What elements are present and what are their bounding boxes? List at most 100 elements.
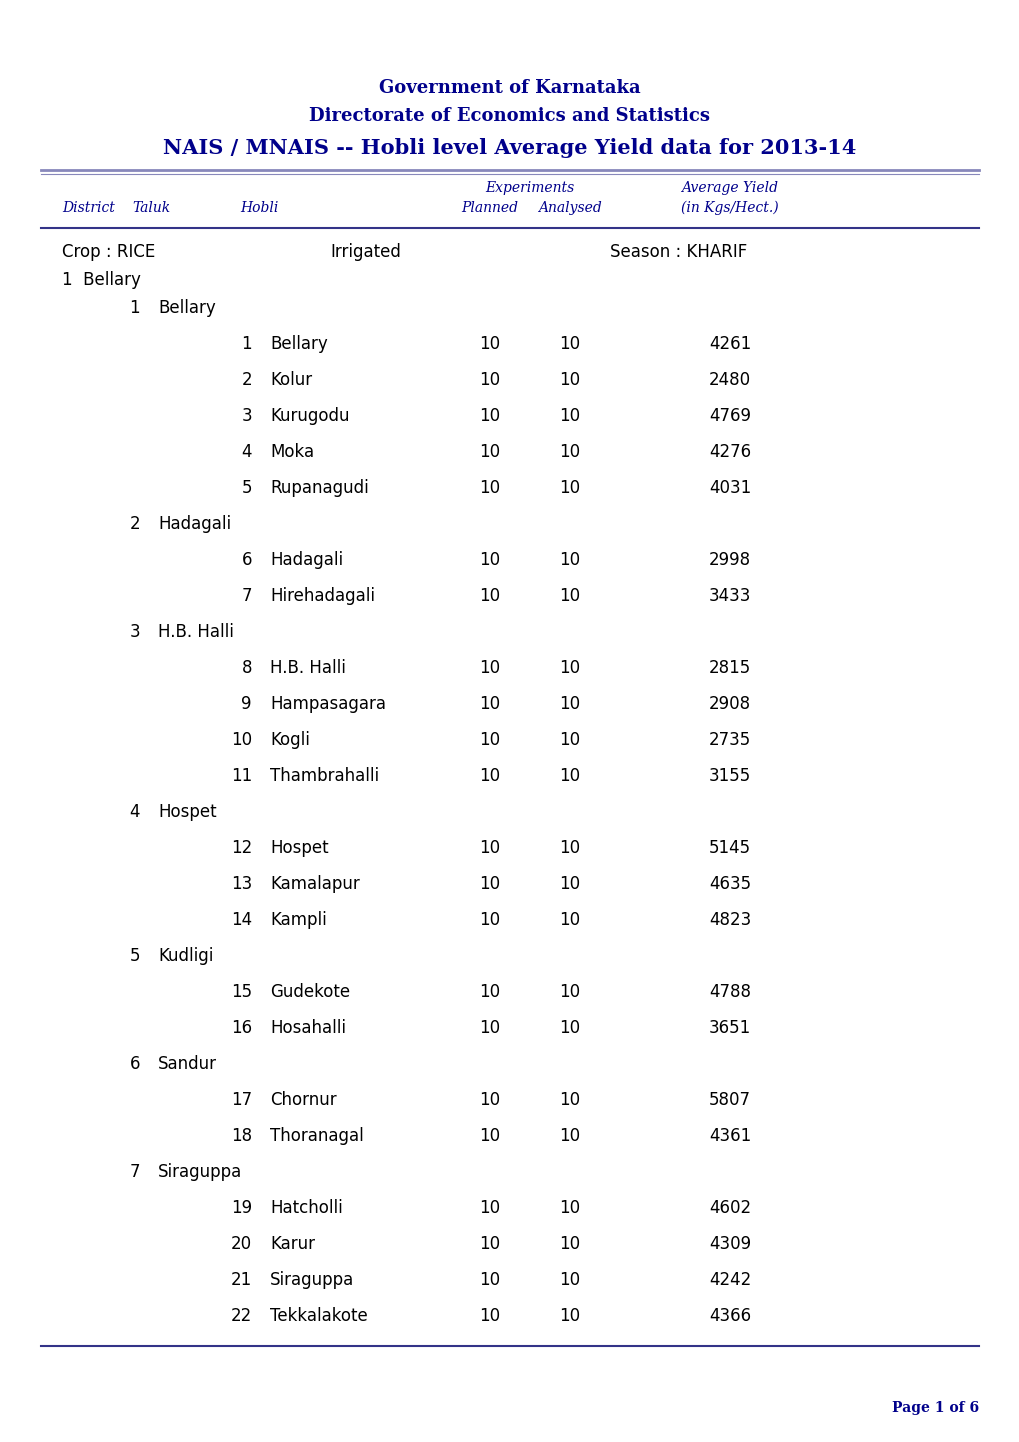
Text: 13: 13 [230, 875, 252, 893]
Text: 14: 14 [230, 911, 252, 929]
Text: 17: 17 [230, 1092, 252, 1109]
Text: Planned: Planned [461, 200, 518, 215]
Text: 1: 1 [242, 335, 252, 353]
Text: 3155: 3155 [708, 767, 750, 784]
Text: Thambrahalli: Thambrahalli [270, 767, 379, 784]
Text: 4276: 4276 [708, 443, 750, 461]
Text: Hospet: Hospet [270, 839, 328, 857]
Text: 10: 10 [558, 659, 580, 676]
Text: 4769: 4769 [708, 407, 750, 425]
Text: 10: 10 [479, 911, 500, 929]
Text: 10: 10 [479, 1128, 500, 1145]
Text: 10: 10 [479, 443, 500, 461]
Text: 7: 7 [129, 1164, 140, 1181]
Text: 10: 10 [558, 1270, 580, 1289]
Text: Thoranagal: Thoranagal [270, 1128, 364, 1145]
Text: 1  Bellary: 1 Bellary [62, 271, 141, 288]
Text: 3651: 3651 [708, 1019, 750, 1037]
Text: Hosahalli: Hosahalli [270, 1019, 345, 1037]
Text: 10: 10 [558, 371, 580, 389]
Text: (in Kgs/Hect.): (in Kgs/Hect.) [681, 200, 779, 215]
Text: Kampli: Kampli [270, 911, 326, 929]
Text: H.B. Halli: H.B. Halli [158, 623, 233, 642]
Text: 12: 12 [230, 839, 252, 857]
Text: Sandur: Sandur [158, 1056, 217, 1073]
Text: Hadagali: Hadagali [158, 515, 231, 534]
Text: Hatcholli: Hatcholli [270, 1198, 342, 1217]
Text: 3: 3 [129, 623, 140, 642]
Text: 6: 6 [129, 1056, 140, 1073]
Text: Hobli: Hobli [239, 200, 278, 215]
Text: 10: 10 [558, 551, 580, 570]
Text: 3433: 3433 [708, 587, 750, 606]
Text: 3: 3 [242, 407, 252, 425]
Text: 22: 22 [230, 1306, 252, 1325]
Text: Bellary: Bellary [158, 298, 216, 317]
Text: 19: 19 [230, 1198, 252, 1217]
Text: 4242: 4242 [708, 1270, 750, 1289]
Text: 10: 10 [558, 407, 580, 425]
Text: 7: 7 [242, 587, 252, 606]
Text: 10: 10 [558, 731, 580, 748]
Text: Taluk: Taluk [131, 200, 170, 215]
Text: 10: 10 [558, 335, 580, 353]
Text: Season : KHARIF: Season : KHARIF [609, 244, 747, 261]
Text: 10: 10 [558, 479, 580, 497]
Text: 10: 10 [558, 875, 580, 893]
Text: 10: 10 [479, 875, 500, 893]
Text: 10: 10 [479, 407, 500, 425]
Text: 10: 10 [479, 551, 500, 570]
Text: 4361: 4361 [708, 1128, 750, 1145]
Text: 10: 10 [479, 371, 500, 389]
Text: 21: 21 [230, 1270, 252, 1289]
Text: District: District [62, 200, 115, 215]
Text: 2735: 2735 [708, 731, 750, 748]
Text: 15: 15 [230, 983, 252, 1001]
Text: 2480: 2480 [708, 371, 750, 389]
Text: 10: 10 [479, 731, 500, 748]
Text: Kurugodu: Kurugodu [270, 407, 350, 425]
Text: Kudligi: Kudligi [158, 947, 213, 965]
Text: 5: 5 [242, 479, 252, 497]
Text: Kamalapur: Kamalapur [270, 875, 360, 893]
Text: 10: 10 [558, 587, 580, 606]
Text: 10: 10 [479, 1306, 500, 1325]
Text: Analysed: Analysed [538, 200, 601, 215]
Text: 1: 1 [129, 298, 140, 317]
Text: 10: 10 [230, 731, 252, 748]
Text: 2: 2 [129, 515, 140, 534]
Text: 10: 10 [479, 1270, 500, 1289]
Text: Page 1 of 6: Page 1 of 6 [892, 1402, 978, 1415]
Text: 4823: 4823 [708, 911, 750, 929]
Text: 16: 16 [230, 1019, 252, 1037]
Text: 10: 10 [558, 1198, 580, 1217]
Text: Irrigated: Irrigated [330, 244, 400, 261]
Text: 4602: 4602 [708, 1198, 750, 1217]
Text: 10: 10 [558, 983, 580, 1001]
Text: 4261: 4261 [708, 335, 750, 353]
Text: 20: 20 [230, 1234, 252, 1253]
Text: 4788: 4788 [708, 983, 750, 1001]
Text: 10: 10 [479, 1234, 500, 1253]
Text: 10: 10 [558, 839, 580, 857]
Text: 2815: 2815 [708, 659, 750, 676]
Text: Bellary: Bellary [270, 335, 327, 353]
Text: 5145: 5145 [708, 839, 750, 857]
Text: Hospet: Hospet [158, 803, 216, 820]
Text: 5: 5 [129, 947, 140, 965]
Text: Directorate of Economics and Statistics: Directorate of Economics and Statistics [309, 107, 710, 125]
Text: 4: 4 [129, 803, 140, 820]
Text: 9: 9 [242, 695, 252, 712]
Text: Hirehadagali: Hirehadagali [270, 587, 375, 606]
Text: 10: 10 [479, 767, 500, 784]
Text: 10: 10 [479, 839, 500, 857]
Text: 10: 10 [479, 479, 500, 497]
Text: Hampasagara: Hampasagara [270, 695, 385, 712]
Text: Kolur: Kolur [270, 371, 312, 389]
Text: 4031: 4031 [708, 479, 750, 497]
Text: Karur: Karur [270, 1234, 315, 1253]
Text: 10: 10 [479, 1198, 500, 1217]
Text: 10: 10 [479, 587, 500, 606]
Text: 10: 10 [558, 1019, 580, 1037]
Text: 10: 10 [558, 1306, 580, 1325]
